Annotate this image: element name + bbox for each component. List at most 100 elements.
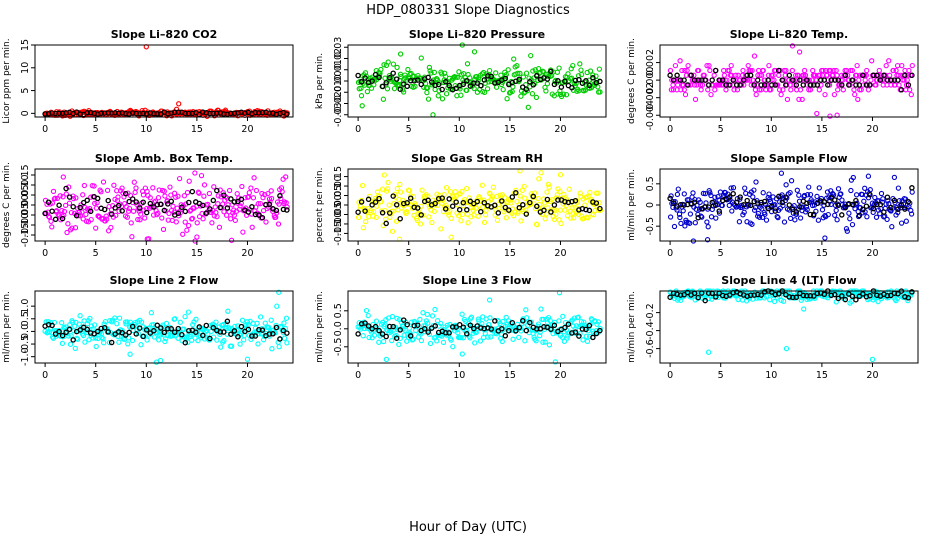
point <box>578 67 584 73</box>
point <box>799 96 805 103</box>
point <box>726 202 732 209</box>
point <box>406 187 413 194</box>
point <box>358 85 364 91</box>
outlier-point <box>796 49 803 55</box>
point <box>771 298 778 305</box>
point <box>234 191 240 197</box>
point-hourly <box>238 196 245 203</box>
point <box>130 208 137 214</box>
point <box>362 70 369 76</box>
point-hourly <box>730 77 736 83</box>
point <box>255 341 261 347</box>
point <box>254 320 260 326</box>
x-tick-label: 5 <box>718 370 724 381</box>
point-hourly <box>909 72 915 79</box>
point <box>124 214 130 220</box>
point <box>429 313 436 319</box>
point <box>96 213 102 219</box>
point-hourly <box>84 326 90 333</box>
y-tick-label: -0.5 <box>645 217 656 236</box>
point <box>414 217 421 224</box>
point-hourly <box>101 206 108 213</box>
point <box>458 92 464 98</box>
point <box>520 74 527 80</box>
point <box>851 87 857 93</box>
point-hourly <box>527 79 533 85</box>
point-hourly <box>670 77 677 83</box>
point <box>557 207 563 213</box>
point <box>360 333 366 339</box>
point <box>682 91 689 98</box>
point <box>895 209 901 216</box>
point-hourly <box>534 203 540 210</box>
point-hourly <box>249 204 255 210</box>
panel-title: Slope Li–820 Pressure <box>409 28 545 41</box>
point <box>597 89 603 95</box>
point-hourly <box>744 72 750 79</box>
point <box>201 182 208 188</box>
point-hourly <box>555 197 561 203</box>
point <box>103 213 109 219</box>
point-hourly <box>506 327 512 334</box>
point <box>458 334 464 341</box>
point-hourly <box>790 206 796 213</box>
point <box>279 188 285 195</box>
point <box>544 81 551 87</box>
point <box>839 197 845 203</box>
point <box>231 212 238 218</box>
point-hourly <box>390 323 396 330</box>
point <box>100 179 107 185</box>
point <box>715 194 721 200</box>
point-hourly <box>523 211 530 217</box>
point <box>460 335 466 341</box>
point-hourly <box>386 210 393 216</box>
x-tick-label: 20 <box>241 124 253 135</box>
point <box>379 186 386 192</box>
point-hourly <box>783 194 789 200</box>
outlier-point <box>127 351 133 357</box>
point-hourly <box>586 322 593 329</box>
point-hourly <box>77 111 83 117</box>
point <box>182 313 188 320</box>
y-tick-label: 0 <box>20 110 31 116</box>
point-hourly <box>849 293 856 300</box>
point-hourly <box>122 110 129 117</box>
point-hourly <box>786 202 793 208</box>
point-hourly <box>888 77 894 83</box>
x-tick-label: 15 <box>191 124 203 135</box>
point <box>175 193 181 199</box>
point-hourly <box>358 199 365 205</box>
point <box>46 213 52 220</box>
y-tick-label: 0.5 <box>645 176 656 191</box>
point-hourly <box>499 326 505 332</box>
point-hourly <box>404 83 410 90</box>
point-hourly <box>379 210 386 216</box>
point <box>701 72 707 78</box>
point <box>440 339 447 346</box>
y-tick-label: -0.6 <box>645 339 656 358</box>
point <box>88 216 94 223</box>
point-hourly <box>418 81 424 88</box>
point-hourly <box>136 325 143 331</box>
point-hourly <box>471 80 477 86</box>
point <box>528 52 534 59</box>
point <box>509 88 515 95</box>
point <box>592 207 598 214</box>
point-hourly <box>520 318 526 324</box>
point <box>231 207 237 213</box>
outlier-point <box>359 103 365 109</box>
point <box>694 82 700 88</box>
point <box>65 221 71 227</box>
point-hourly <box>884 77 891 83</box>
outlier-point <box>274 303 280 309</box>
point <box>200 216 206 222</box>
y-axis-label: kPa per min. <box>315 53 325 109</box>
point-hourly <box>200 202 206 209</box>
point <box>699 82 706 88</box>
point <box>214 213 220 220</box>
x-tick-label: 5 <box>406 248 412 259</box>
point <box>391 200 397 207</box>
point <box>901 77 907 83</box>
point <box>909 62 915 69</box>
point <box>734 87 741 93</box>
